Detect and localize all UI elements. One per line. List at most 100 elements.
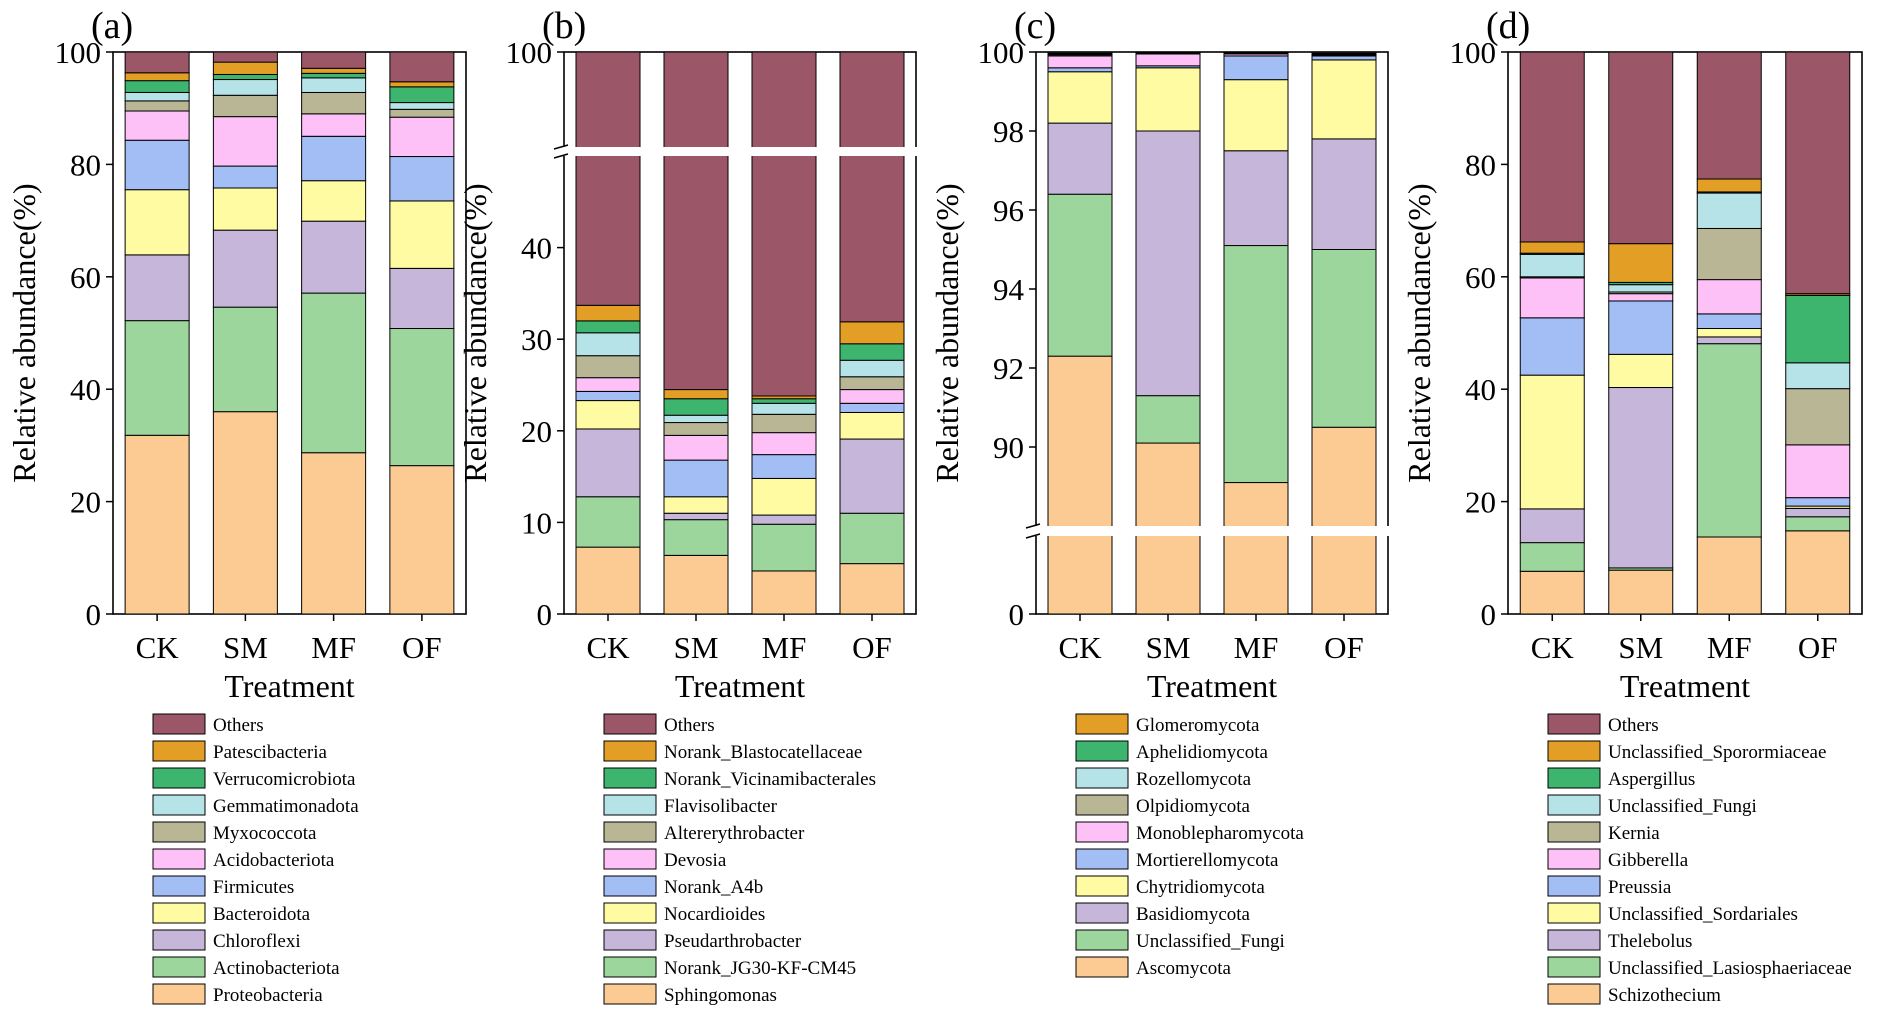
bar-segment — [839, 438, 905, 514]
legend-swatch — [1547, 848, 1601, 870]
legend-label: Unclassified_Fungi — [1608, 796, 1757, 817]
legend-label: Schizothecium — [1608, 985, 1721, 1006]
bar-segment — [751, 51, 817, 397]
legend-swatch — [1547, 875, 1601, 897]
bar-segment — [575, 332, 641, 357]
bar-segment — [575, 390, 641, 402]
legend-swatch — [1547, 767, 1601, 789]
legend-swatch — [1547, 794, 1601, 816]
legend-label: Devosia — [664, 850, 727, 871]
panel-c: (c) CK SM MF OF 0 90 92 94 96 98 100 Relative abunda… — [929, 5, 1394, 979]
legend-swatch — [1547, 929, 1601, 951]
legend-label: Olpidiomycota — [1136, 796, 1251, 817]
bar-segment — [301, 72, 367, 79]
legend-swatch — [152, 821, 206, 843]
bar-segment — [663, 434, 729, 461]
legend-label: Acidobacteriota — [213, 850, 335, 871]
bar-segment — [751, 454, 817, 479]
bar-segment — [575, 400, 641, 430]
bar-segment — [212, 165, 278, 189]
legend-swatch — [152, 983, 206, 1005]
bar-segment — [1047, 67, 1113, 73]
bar-segment — [124, 434, 190, 615]
bar-segment — [124, 51, 190, 74]
legend-swatch — [1075, 821, 1129, 843]
bar-segment — [1519, 570, 1585, 615]
legend-label: Mortierellomycota — [1136, 850, 1279, 871]
y-tick-label: 60 — [70, 260, 101, 295]
legend-label: Chytridiomycota — [1136, 877, 1265, 898]
y-tick-label: 20 — [1465, 485, 1496, 520]
legend-swatch — [1075, 929, 1129, 951]
legend-label: Monoblepharomycota — [1136, 823, 1304, 844]
bar-segment — [1135, 51, 1201, 54]
legend-swatch — [603, 767, 657, 789]
bar-segment — [1311, 426, 1377, 615]
y-tick-label: 90 — [993, 430, 1024, 465]
bar-segment — [1135, 67, 1201, 132]
bar-segment — [1519, 241, 1585, 254]
legend: Glomeromycota Aphelidiomycota Rozellomycot… — [1075, 713, 1304, 979]
legend-label: Preussia — [1608, 877, 1672, 898]
bar-segment — [1519, 277, 1585, 319]
legend-swatch — [1547, 821, 1601, 843]
bar-segment — [1696, 51, 1762, 180]
bar-segment — [1608, 284, 1674, 293]
y-tick-label: 100 — [55, 35, 102, 70]
bar-segment — [1519, 542, 1585, 572]
x-tick-label: MF — [1707, 630, 1752, 665]
bar-segment — [1608, 387, 1674, 569]
bar-segment — [389, 116, 455, 158]
x-tick-label: OF — [1798, 630, 1838, 665]
legend-label: Proteobacteria — [213, 985, 323, 1006]
bar-segment — [1047, 71, 1113, 124]
plot-frame — [1507, 51, 1863, 615]
bar-segment — [1223, 55, 1289, 81]
legend-label: Others — [1608, 715, 1659, 736]
plot-frame — [1035, 51, 1389, 615]
legend: Others Patescibacteria Verrucomicrobiota Ge… — [152, 713, 359, 1006]
y-tick-label: 20 — [521, 414, 552, 449]
bar-segment — [839, 343, 905, 361]
bar-segment — [575, 546, 641, 615]
bar-segment — [1785, 516, 1851, 532]
legend-swatch — [1075, 713, 1129, 735]
y-tick-label: 0 — [86, 597, 102, 632]
bar-segment — [575, 304, 641, 322]
legend-label: Firmicutes — [213, 877, 294, 898]
legend-swatch — [603, 713, 657, 735]
y-tick-label: 100 — [1450, 35, 1497, 70]
bar-segment — [1135, 53, 1201, 67]
bar-segment — [1223, 245, 1289, 484]
legend-swatch — [1075, 740, 1129, 762]
x-tick-label: OF — [852, 630, 892, 665]
y-tick-label: 100 — [506, 35, 553, 70]
bar-segment — [301, 220, 367, 294]
bar-segment — [301, 135, 367, 182]
y-tick-label: 0 — [537, 597, 553, 632]
bar-segment — [389, 200, 455, 269]
y-axis-title: Relative abundance(%) — [457, 183, 493, 482]
bar-segment — [212, 187, 278, 231]
bar-segment — [575, 51, 641, 306]
legend-swatch — [1075, 794, 1129, 816]
x-axis-title: Treatment — [224, 668, 354, 704]
bar-segment — [839, 376, 905, 391]
bar-segment — [1696, 178, 1762, 193]
legend-label: Norank_Blastocatellaceae — [664, 742, 862, 763]
bar-segment — [1519, 374, 1585, 510]
legend-swatch — [1547, 956, 1601, 978]
legend-swatch — [152, 713, 206, 735]
bar-segment — [1519, 317, 1585, 376]
legend-swatch — [152, 956, 206, 978]
legend-label: Unclassified_Sordariales — [1608, 904, 1798, 925]
legend-label: Altererythrobacter — [664, 823, 805, 844]
x-tick-label: OF — [1324, 630, 1364, 665]
legend-label: Unclassified_Sporormiaceae — [1608, 742, 1826, 763]
legend-label: Rozellomycota — [1136, 769, 1252, 790]
legend-swatch — [152, 902, 206, 924]
bar-segment — [1311, 138, 1377, 250]
axis-break — [1030, 526, 1394, 536]
legend-swatch — [1075, 902, 1129, 924]
